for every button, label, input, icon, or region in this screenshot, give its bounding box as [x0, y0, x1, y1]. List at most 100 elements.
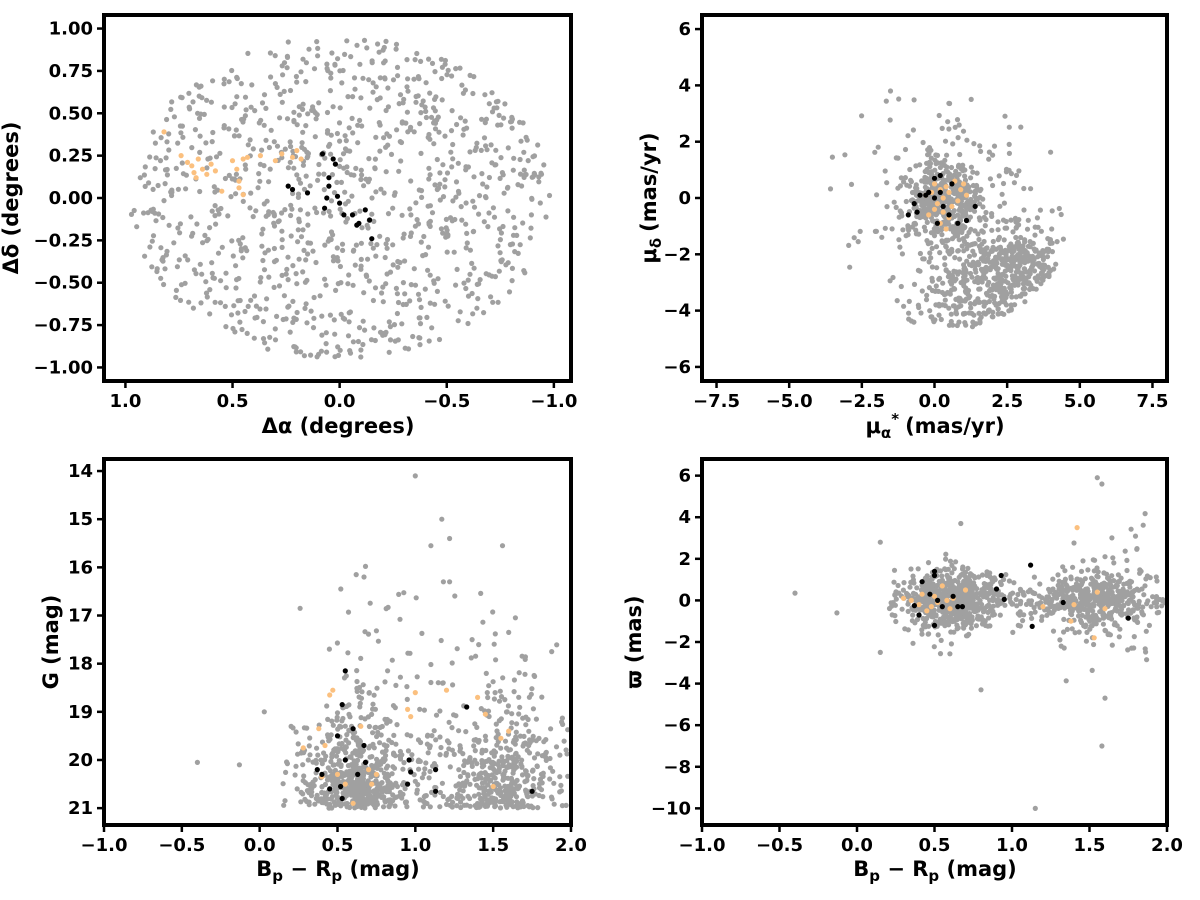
sky-field-point [498, 155, 504, 161]
pm-field-point [1049, 208, 1055, 214]
cmd-field-point [456, 728, 462, 734]
plx-field-point [1159, 603, 1165, 609]
sky-field-point [152, 166, 158, 172]
pm-ytick-label: −4 [663, 301, 691, 322]
cmd-field-point [298, 789, 304, 796]
sky-field-point [408, 124, 414, 130]
sky-field-point [248, 190, 254, 196]
cmd-field-point [526, 742, 532, 749]
pm-field-point [1008, 263, 1014, 269]
sky-field-point [177, 221, 183, 227]
sky-field-point [426, 131, 432, 138]
cmd-field-point [305, 757, 311, 763]
sky-field-point [290, 263, 296, 269]
cmd-xlabel-bsub: p [272, 867, 283, 885]
pm-ylabel-unit: (mas/yr) [637, 132, 661, 231]
sky-candidate-point [199, 166, 206, 172]
cmd-field-point [472, 748, 478, 754]
plx-field-point [1001, 576, 1007, 583]
pm-field-point [1010, 229, 1016, 235]
cmd-field-point [474, 782, 480, 788]
sky-field-point [495, 122, 501, 128]
sky-field-point [373, 134, 379, 140]
cmd-field-point [507, 747, 513, 753]
plx-field-point [1120, 586, 1126, 592]
plx-field-point [1105, 594, 1111, 600]
sky-field-point [176, 257, 182, 263]
cmd-field-point [365, 787, 371, 793]
sky-candidate-point [234, 166, 240, 172]
sky-field-point [382, 254, 388, 261]
plx-field-point [931, 644, 937, 650]
plx-field-point [949, 570, 955, 576]
cmd-xtick-label: 0.0 [244, 835, 276, 856]
cmd-field-point [476, 737, 482, 744]
plx-member-point [927, 591, 933, 597]
plx-field-point [1110, 597, 1116, 603]
plx-field-point [966, 611, 973, 617]
pm-field-point [925, 241, 931, 247]
sky-field-point [259, 231, 265, 237]
plx-field-point [1050, 576, 1056, 582]
plx-field-point [949, 562, 955, 569]
pm-field-point [968, 305, 974, 311]
sky-field-point [375, 41, 381, 47]
pm-field-point [1053, 261, 1059, 267]
plx-field-point [971, 605, 977, 611]
cmd-field-point [531, 776, 537, 782]
sky-field-point [229, 238, 235, 244]
sky-field-point [294, 122, 300, 128]
plx-field-point [1104, 571, 1110, 577]
sky-field-point [410, 333, 416, 340]
sky-field-point [327, 141, 333, 147]
sky-field-point [377, 75, 383, 81]
sky-field-point [199, 271, 205, 277]
sky-member-point [356, 220, 362, 226]
pm-field-point [975, 259, 981, 265]
sky-field-point [285, 254, 291, 260]
sky-field-point [177, 297, 184, 303]
cmd-field-point [476, 791, 482, 797]
cmd-field-point [525, 773, 531, 779]
pm-field-point [949, 246, 955, 252]
cmd-xlabel: Bp − Rp (mag) [256, 857, 420, 885]
cmd-member-point [339, 795, 345, 802]
pm-field-point [977, 316, 983, 323]
plx-field-point [1084, 629, 1090, 636]
sky-field-point [263, 105, 269, 111]
plx-field-point [1107, 632, 1113, 638]
sky-ytick-label: 0.75 [49, 61, 93, 82]
pm-field-point [975, 299, 982, 305]
plx-field-point [923, 594, 929, 601]
pm-field-point [887, 88, 894, 94]
cmd-field-point [346, 702, 352, 708]
pm-field-point [955, 194, 961, 200]
plx-member-point [998, 572, 1004, 579]
cmd-field-point [551, 801, 557, 807]
pm-candidate-point [931, 181, 938, 187]
sky-field-point [260, 336, 267, 342]
cmd-field-point [353, 572, 359, 578]
cmd-field-point [415, 737, 422, 743]
cmd-field-point [331, 762, 337, 768]
sky-xtick-label: 0.5 [217, 391, 249, 412]
pm-field-point [973, 182, 980, 189]
sky-candidate-point [289, 154, 296, 160]
sky-member-point [326, 183, 332, 189]
sky-field-point [461, 280, 467, 286]
cmd-field-point [292, 772, 298, 778]
pm-field-point [945, 119, 951, 125]
plx-field-point [937, 651, 944, 657]
sky-field-point [390, 77, 397, 83]
sky-field-point [178, 130, 184, 136]
cmd-field-point [374, 685, 380, 691]
sky-member-point [319, 151, 326, 157]
cmd-field-point [302, 780, 308, 786]
sky-field-point [290, 148, 296, 154]
sky-field-point [303, 123, 309, 129]
cmd-field-point [419, 775, 425, 781]
cmd-field-point [514, 764, 520, 770]
sky-field-point [457, 65, 463, 71]
pm-field-point [1008, 217, 1014, 223]
